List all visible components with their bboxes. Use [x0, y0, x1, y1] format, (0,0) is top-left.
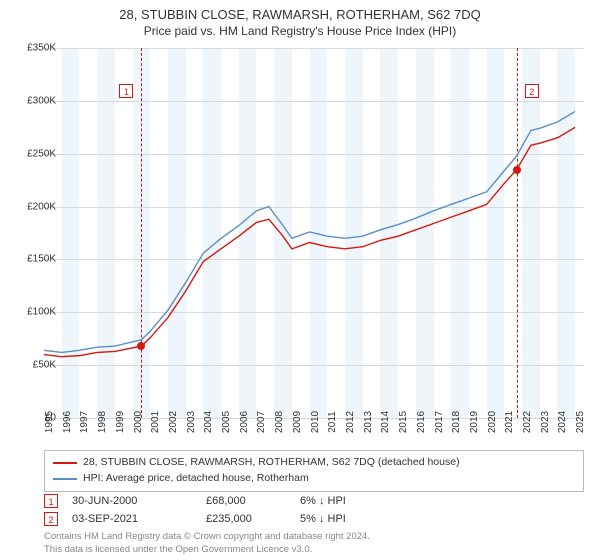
y-axis-label: £200K [27, 201, 56, 212]
footer-line2: This data is licensed under the Open Gov… [44, 544, 370, 556]
legend-swatch-blue [53, 478, 77, 480]
sale-row: 2 03-SEP-2021 £235,000 5% ↓ HPI [44, 510, 584, 528]
legend-swatch-red [53, 462, 77, 464]
series-blue [44, 111, 575, 352]
y-axis-label: £350K [27, 43, 56, 54]
y-axis-label: £100K [27, 307, 56, 318]
marker-badge-2: 2 [44, 512, 58, 526]
legend-row: HPI: Average price, detached house, Roth… [53, 471, 575, 487]
sale-point [513, 166, 521, 174]
sale-price: £235,000 [206, 513, 286, 525]
sale-date: 30-JUN-2000 [72, 495, 192, 507]
y-axis-label: £150K [27, 254, 56, 265]
page-title: 28, STUBBIN CLOSE, RAWMARSH, ROTHERHAM, … [0, 0, 600, 24]
sale-row: 1 30-JUN-2000 £68,000 6% ↓ HPI [44, 492, 584, 510]
sales-table: 1 30-JUN-2000 £68,000 6% ↓ HPI 2 03-SEP-… [44, 492, 584, 528]
footer: Contains HM Land Registry data © Crown c… [44, 531, 370, 556]
marker-badge-1: 1 [44, 494, 58, 508]
chart-container: 28, STUBBIN CLOSE, RAWMARSH, ROTHERHAM, … [0, 0, 600, 560]
line-plot [44, 48, 584, 418]
page-subtitle: Price paid vs. HM Land Registry's House … [0, 24, 600, 42]
legend-row: 28, STUBBIN CLOSE, RAWMARSH, ROTHERHAM, … [53, 455, 575, 471]
y-axis-label: £0 [45, 413, 56, 424]
y-axis-label: £250K [27, 148, 56, 159]
series-red [44, 127, 575, 356]
sale-vs-hpi: 6% ↓ HPI [300, 495, 420, 507]
sale-point [137, 342, 145, 350]
legend-label: 28, STUBBIN CLOSE, RAWMARSH, ROTHERHAM, … [83, 455, 460, 471]
chart-area: 1995199619971998199920002001200220032004… [44, 48, 584, 418]
y-axis-label: £50K [33, 360, 56, 371]
legend-label: HPI: Average price, detached house, Roth… [83, 471, 309, 487]
sale-price: £68,000 [206, 495, 286, 507]
y-axis-label: £300K [27, 95, 56, 106]
sale-vs-hpi: 5% ↓ HPI [300, 513, 420, 525]
footer-line1: Contains HM Land Registry data © Crown c… [44, 531, 370, 543]
sale-date: 03-SEP-2021 [72, 513, 192, 525]
legend: 28, STUBBIN CLOSE, RAWMARSH, ROTHERHAM, … [44, 450, 584, 492]
